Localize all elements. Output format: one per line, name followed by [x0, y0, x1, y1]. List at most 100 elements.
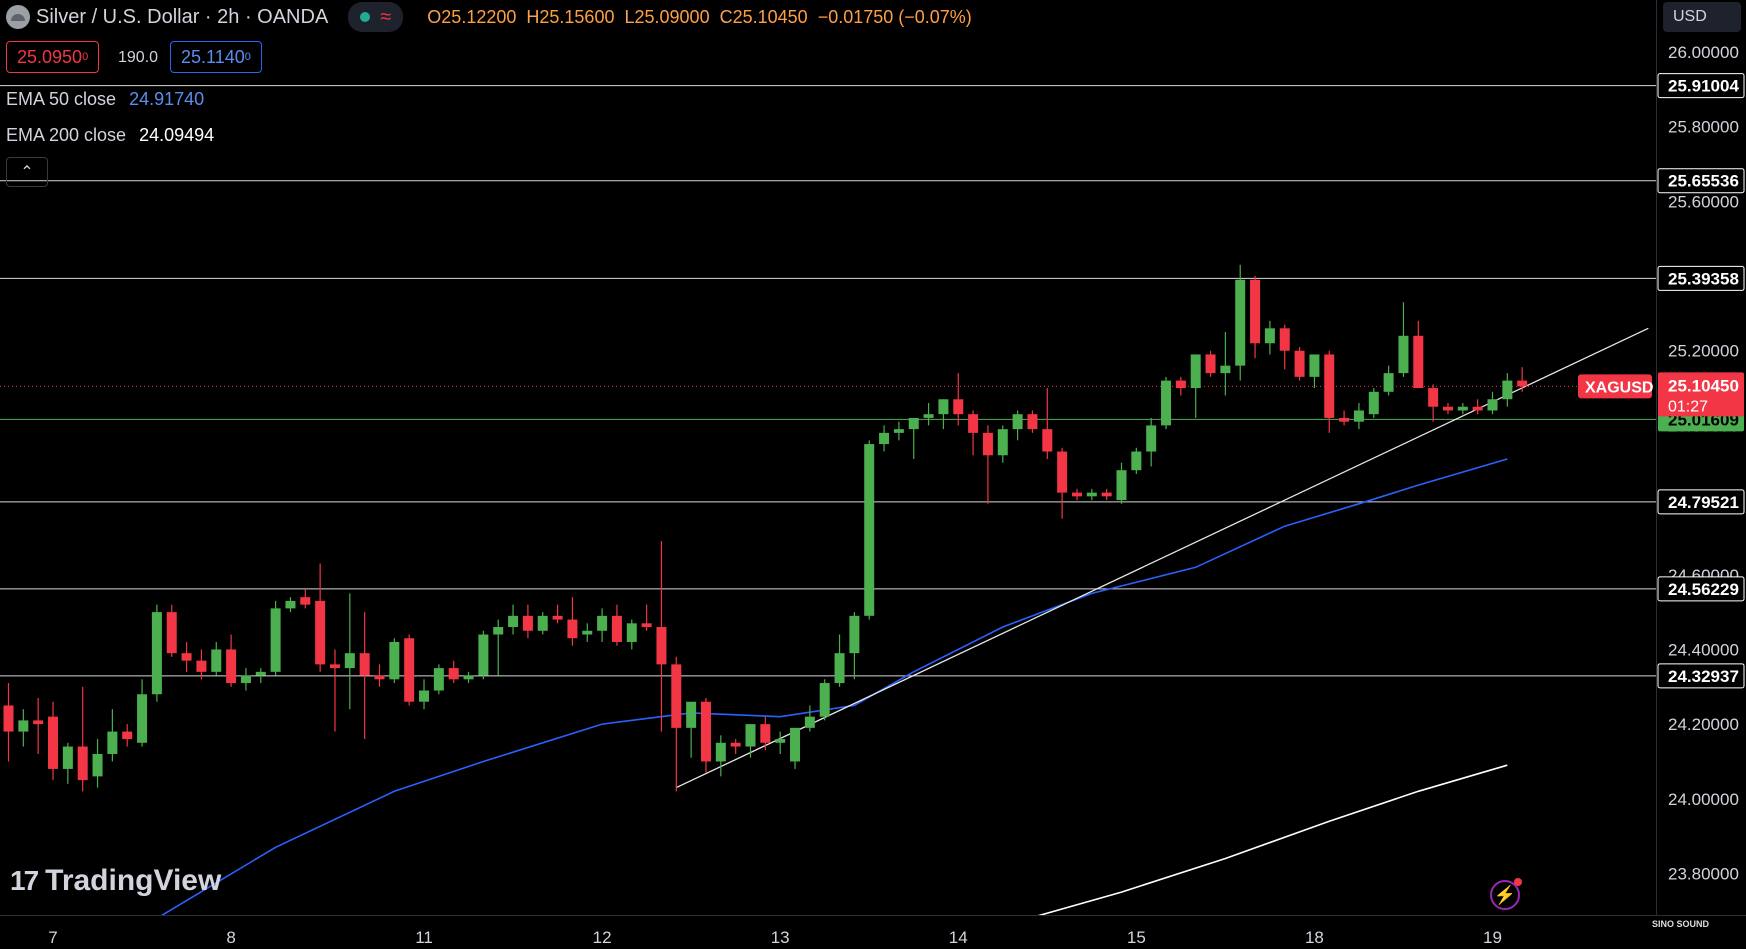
candle-body[interactable]: [849, 615, 860, 654]
candle-body[interactable]: [997, 429, 1008, 456]
collapse-legend-button[interactable]: ⌃: [6, 157, 48, 187]
candle-body[interactable]: [107, 731, 118, 754]
candle-body[interactable]: [1472, 406, 1483, 411]
candle-body[interactable]: [1057, 451, 1068, 493]
candle-body[interactable]: [715, 742, 726, 762]
candle-body[interactable]: [790, 727, 801, 762]
ema50-legend[interactable]: EMA 50 close 24.91740: [6, 89, 204, 110]
ema200-legend[interactable]: EMA 200 close 24.09494: [6, 125, 214, 146]
candle-body[interactable]: [1146, 425, 1157, 452]
candle-body[interactable]: [48, 716, 59, 769]
symbol-title[interactable]: Silver / U.S. Dollar · 2h · OANDA: [36, 5, 329, 28]
candle-body[interactable]: [1190, 354, 1201, 389]
candle-body[interactable]: [240, 675, 251, 684]
tradingview-logo[interactable]: 17 TradingView: [10, 864, 221, 898]
candle-body[interactable]: [1413, 335, 1424, 389]
candle-body[interactable]: [18, 720, 29, 732]
candle-body[interactable]: [537, 615, 548, 631]
ema50-line[interactable]: [157, 458, 1508, 918]
candle-body[interactable]: [419, 690, 430, 702]
candle-body[interactable]: [122, 731, 133, 740]
candle-body[interactable]: [1353, 410, 1364, 422]
candle-body[interactable]: [522, 615, 533, 631]
buy-button[interactable]: 25.1140 0: [170, 41, 262, 73]
candle-body[interactable]: [1205, 354, 1216, 374]
candle-body[interactable]: [448, 668, 459, 680]
candle-body[interactable]: [1086, 492, 1097, 497]
candle-body[interactable]: [1250, 279, 1261, 344]
candle-body[interactable]: [211, 649, 222, 672]
candle-body[interactable]: [582, 630, 593, 635]
candle-body[interactable]: [1368, 391, 1379, 415]
candle-body[interactable]: [1517, 380, 1528, 387]
candle-body[interactable]: [1101, 492, 1112, 497]
candle-body[interactable]: [1235, 279, 1246, 366]
candle-body[interactable]: [463, 675, 474, 680]
candle-body[interactable]: [819, 683, 830, 717]
candle-body[interactable]: [1279, 328, 1290, 351]
candle-body[interactable]: [656, 627, 667, 665]
candle-body[interactable]: [1339, 417, 1350, 422]
candle-body[interactable]: [478, 634, 489, 676]
candle-body[interactable]: [1161, 380, 1172, 426]
candle-body[interactable]: [908, 417, 919, 430]
candle-body[interactable]: [938, 399, 949, 415]
candle-body[interactable]: [1131, 451, 1142, 471]
candle-body[interactable]: [641, 623, 652, 628]
candle-body[interactable]: [374, 675, 385, 680]
candle-body[interactable]: [166, 612, 177, 654]
candle-body[interactable]: [597, 615, 608, 631]
candle-body[interactable]: [1487, 399, 1498, 411]
candle-body[interactable]: [344, 653, 355, 669]
candle-body[interactable]: [879, 432, 890, 445]
candle-body[interactable]: [137, 694, 148, 743]
candle-body[interactable]: [1027, 414, 1038, 430]
candle-body[interactable]: [508, 615, 519, 628]
candle-body[interactable]: [611, 615, 622, 642]
candle-body[interactable]: [270, 608, 281, 672]
candle-body[interactable]: [255, 671, 266, 676]
candle-body[interactable]: [77, 746, 88, 781]
candle-body[interactable]: [389, 641, 400, 680]
candle-body[interactable]: [359, 653, 370, 676]
candle-body[interactable]: [62, 746, 73, 769]
candle-body[interactable]: [1116, 470, 1127, 501]
candle-body[interactable]: [671, 664, 682, 728]
trendline[interactable]: [676, 327, 1649, 789]
candle-body[interactable]: [151, 612, 162, 695]
candle-body[interactable]: [1457, 406, 1468, 411]
candle-body[interactable]: [1220, 365, 1231, 374]
candle-body[interactable]: [315, 600, 326, 665]
candle-body[interactable]: [1175, 380, 1186, 389]
candle-body[interactable]: [493, 627, 504, 635]
candle-body[interactable]: [1309, 354, 1320, 377]
candle-body[interactable]: [1294, 350, 1305, 377]
candle-body[interactable]: [196, 660, 207, 672]
candle-body[interactable]: [33, 720, 44, 725]
candle-body[interactable]: [953, 399, 964, 415]
candle-body[interactable]: [1442, 406, 1453, 411]
candle-body[interactable]: [1042, 429, 1053, 452]
candle-body[interactable]: [968, 414, 979, 433]
candle-body[interactable]: [1428, 388, 1439, 407]
candle-body[interactable]: [404, 638, 415, 702]
candle-body[interactable]: [730, 742, 741, 747]
market-status[interactable]: ≈: [348, 2, 404, 32]
lightning-icon[interactable]: ⚡: [1490, 878, 1522, 910]
candle-body[interactable]: [3, 705, 14, 732]
candle-body[interactable]: [1502, 380, 1513, 400]
candle-body[interactable]: [1264, 328, 1275, 344]
candle-body[interactable]: [433, 668, 444, 691]
candle-body[interactable]: [893, 429, 904, 433]
candle-body[interactable]: [300, 597, 311, 605]
candle-body[interactable]: [804, 716, 815, 728]
ema200-line[interactable]: [1003, 764, 1508, 926]
candle-body[interactable]: [982, 432, 993, 456]
candle-body[interactable]: [226, 649, 237, 684]
candle-body[interactable]: [285, 600, 296, 609]
candle-body[interactable]: [1383, 373, 1394, 392]
candle-body[interactable]: [775, 739, 786, 743]
candle-body[interactable]: [686, 701, 697, 728]
candle-body[interactable]: [329, 664, 340, 669]
